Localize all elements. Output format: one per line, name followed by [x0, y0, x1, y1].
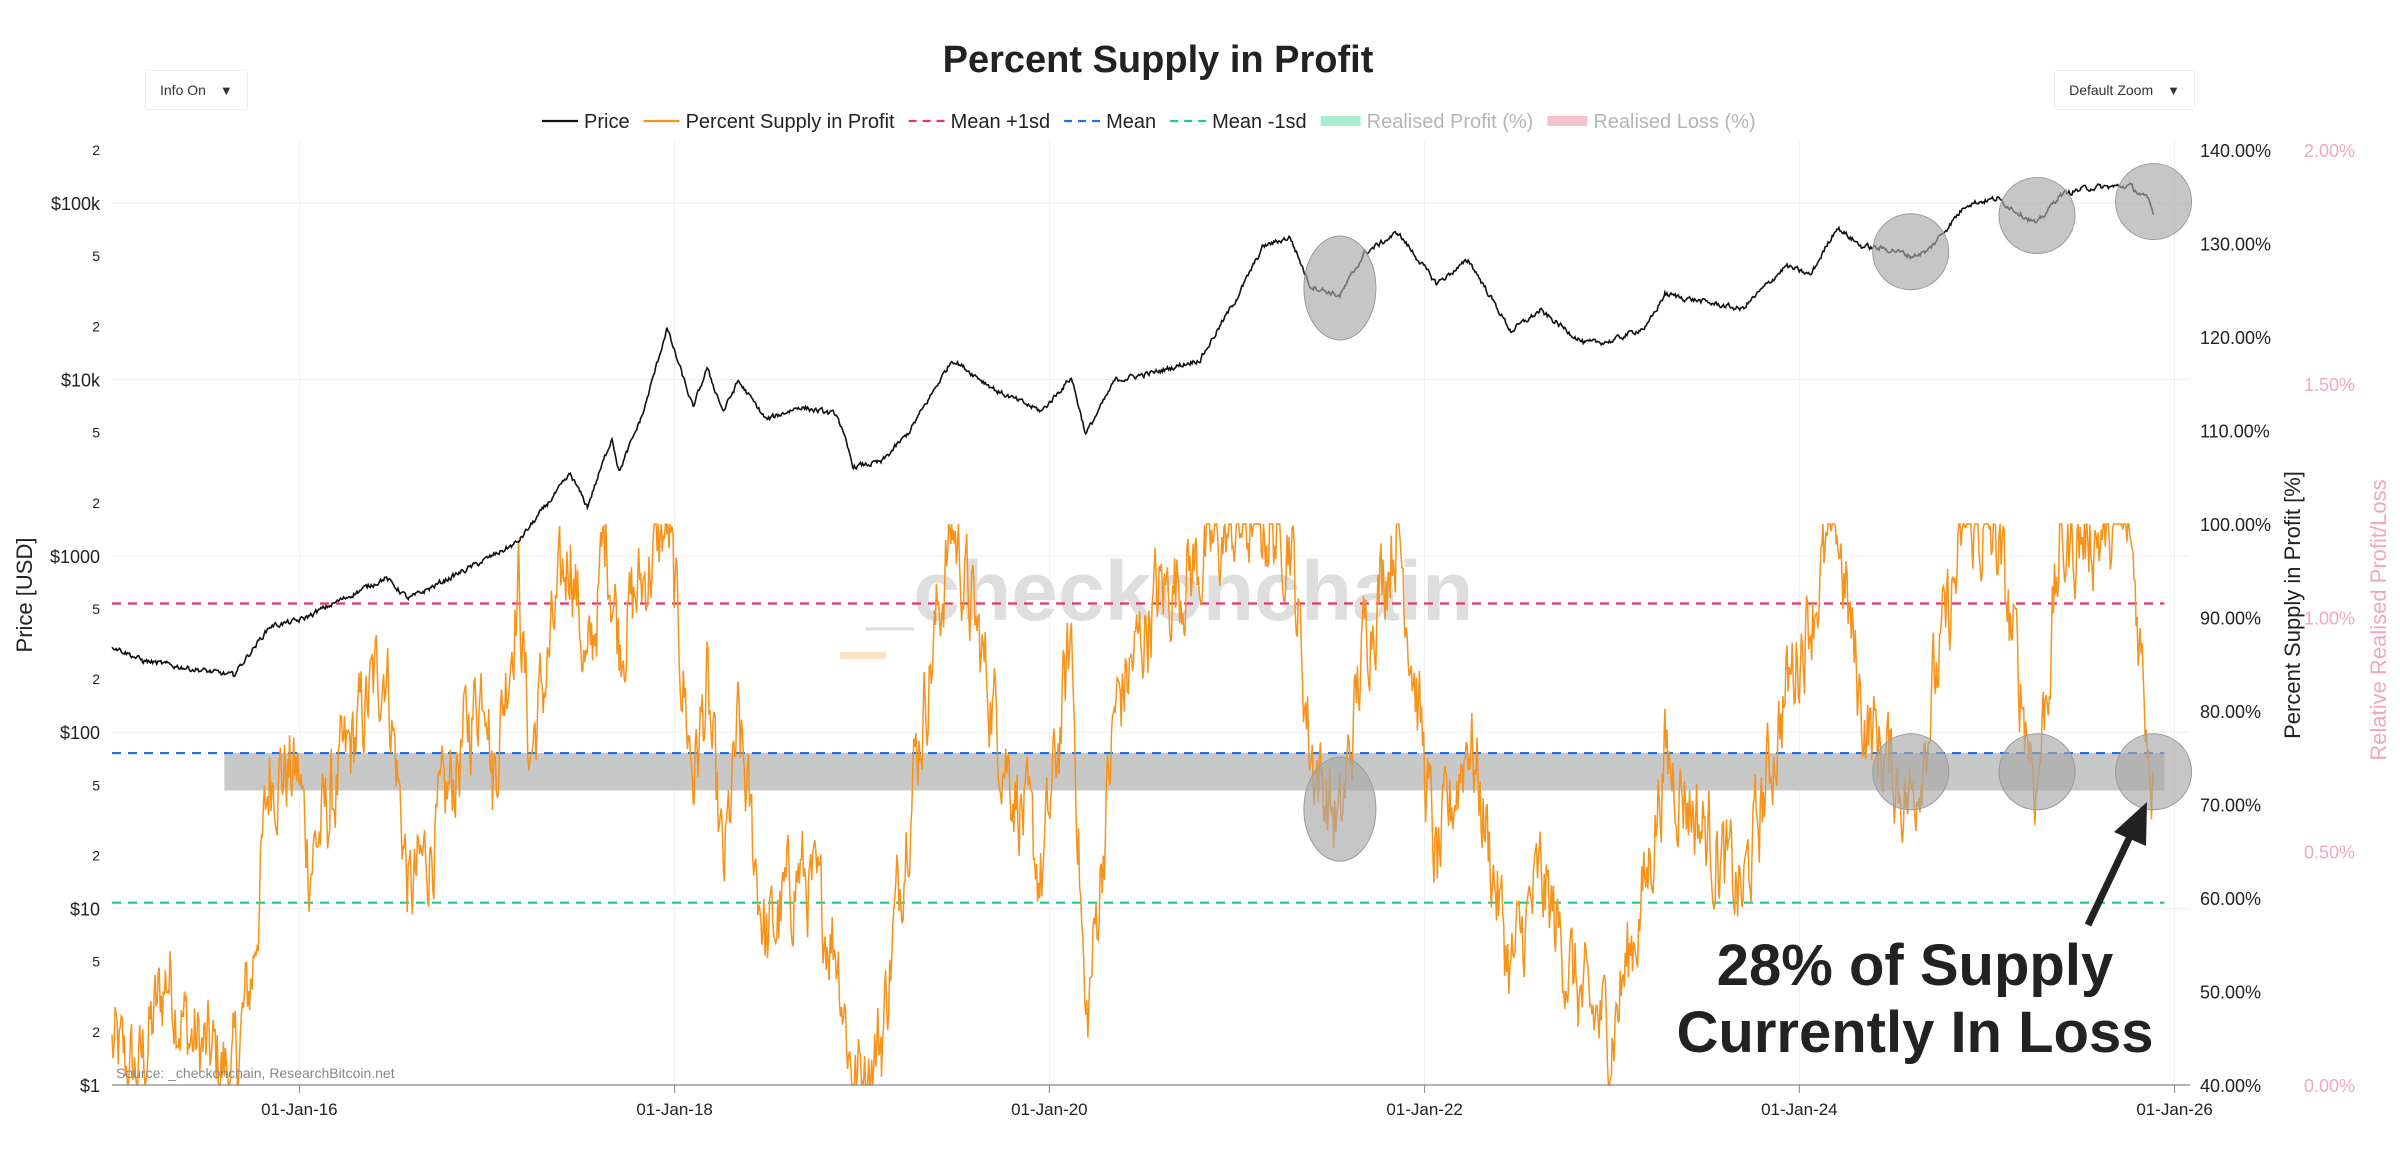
chevron-down-icon: ▼: [2167, 82, 2180, 98]
y-tick-label-right2: 1.50%: [2304, 375, 2355, 395]
y-tick-label-right: 60.00%: [2200, 889, 2261, 909]
watermark-bar: [840, 652, 886, 659]
annotation-line2: Currently In Loss: [1677, 1000, 2154, 1065]
x-tick-label: 01-Jan-22: [1386, 1100, 1463, 1119]
y-tick-label-right: 40.00%: [2200, 1076, 2261, 1096]
annotation-line1: 28% of Supply: [1717, 933, 2113, 998]
y-minor-tick-label-left: 5: [92, 248, 100, 264]
y-minor-tick-label-left: 2: [92, 1024, 100, 1040]
highlight-circles: [1303, 163, 2193, 862]
series-line-price: [111, 182, 2155, 678]
y-minor-tick-label-left: 2: [92, 318, 100, 334]
legend-label: Price: [584, 111, 630, 133]
legend-swatch: [1320, 116, 1361, 126]
y-tick-label-right: 50.00%: [2200, 983, 2261, 1003]
legend-item[interactable]: Realised Profit (%): [1320, 111, 1534, 133]
highlight-circle: [1998, 733, 2076, 811]
y-axis-title-left: Price [USD]: [12, 538, 37, 653]
y-minor-tick-label-left: 2: [92, 495, 100, 511]
y-axis-title-right2: Relative Realised Profit/Loss: [2366, 479, 2391, 760]
x-tick-label: 01-Jan-16: [261, 1100, 338, 1119]
zoom-dropdown[interactable]: Default Zoom ▼: [2054, 70, 2195, 110]
legend-item[interactable]: Price: [542, 111, 630, 133]
y-minor-tick-label-left: 5: [92, 954, 100, 970]
y-minor-tick-label-left: 5: [92, 601, 100, 617]
x-tick-label: 01-Jan-20: [1011, 1100, 1088, 1119]
legend[interactable]: Price Percent Supply in Profit Mean +1sd Me…: [542, 111, 1756, 133]
y-tick-label-left: $10k: [61, 370, 101, 390]
y-minor-tick-label-left: 2: [92, 142, 100, 158]
legend-label: Percent Supply in Profit: [686, 111, 895, 133]
y-tick-label-right: 90.00%: [2200, 609, 2261, 629]
legend-item[interactable]: Mean +1sd: [908, 111, 1051, 133]
y-minor-tick-label-left: 5: [92, 425, 100, 441]
info-dropdown[interactable]: Info On ▼: [145, 70, 248, 110]
x-tick-label: 01-Jan-26: [2136, 1100, 2213, 1119]
y-tick-label-left: $100: [60, 723, 100, 743]
highlight-circle: [1872, 213, 1950, 291]
axes: 01-Jan-16 01-Jan-18 01-Jan-20 01-Jan-22 01-J…: [50, 141, 2355, 1119]
highlight-circle: [1303, 756, 1377, 862]
y-tick-label-right: 80.00%: [2200, 702, 2261, 722]
series-line-supply-in-profit: [111, 522, 2155, 1086]
legend-label: Realised Loss (%): [1593, 111, 1755, 133]
annotation-arrow-shaft: [2084, 828, 2137, 927]
x-tick-label: 01-Jan-18: [636, 1100, 713, 1119]
info-dropdown-label: Info On: [160, 82, 206, 98]
source-label: Source: _checkonchain, ResearchBitcoin.n…: [116, 1065, 395, 1081]
y-minor-tick-label-left: 5: [92, 777, 100, 793]
mean-lines: [112, 602, 2165, 904]
y-tick-label-right: 120.00%: [2200, 328, 2271, 348]
highlight-circle: [2115, 733, 2193, 811]
legend-label: Realised Profit (%): [1367, 111, 1534, 133]
y-tick-label-left: $100k: [51, 194, 101, 214]
y-tick-label-right: 100.00%: [2200, 515, 2271, 535]
zoom-dropdown-label: Default Zoom: [2069, 82, 2154, 98]
highlight-circle: [2115, 163, 2193, 241]
y-tick-label-left: $10: [70, 900, 100, 920]
chart-title: Percent Supply in Profit: [943, 39, 1374, 81]
y-tick-label-right: 70.00%: [2200, 796, 2261, 816]
y-tick-label-right2: 0.00%: [2304, 1076, 2355, 1096]
annotation-arrow-head: [2114, 802, 2147, 846]
y-tick-label-left: $1000: [50, 547, 100, 567]
y-tick-label-right2: 0.50%: [2304, 842, 2355, 862]
y-minor-tick-label-left: 2: [92, 671, 100, 687]
highlight-circle: [1998, 177, 2076, 255]
annotation: 28% of Supply Currently In Loss: [1677, 802, 2154, 1065]
legend-item[interactable]: Mean -1sd: [1170, 111, 1307, 133]
y-tick-label-right: 130.00%: [2200, 235, 2271, 255]
y-tick-label-right2: 2.00%: [2304, 141, 2355, 161]
chevron-down-icon: ▼: [219, 82, 233, 98]
legend-item[interactable]: Realised Loss (%): [1547, 111, 1756, 133]
legend-item[interactable]: Mean: [1064, 111, 1156, 133]
y-minor-tick-label-left: 2: [92, 848, 100, 864]
highlight-circle: [1872, 733, 1950, 811]
legend-label: Mean +1sd: [951, 111, 1051, 133]
legend-label: Mean -1sd: [1212, 111, 1307, 133]
y-tick-label-left: $1: [80, 1076, 100, 1096]
y-tick-label-right2: 1.00%: [2304, 609, 2355, 629]
y-tick-label-right: 110.00%: [2200, 422, 2270, 442]
y-tick-label-right: 140.00%: [2200, 141, 2271, 161]
y-axis-title-right: Percent Supply in Profit [%]: [2280, 471, 2305, 739]
highlight-circle: [1303, 235, 1377, 341]
legend-label: Mean: [1106, 111, 1156, 133]
legend-item[interactable]: Percent Supply in Profit: [643, 111, 895, 133]
mean-band: [224, 753, 2165, 791]
legend-swatch: [1547, 116, 1588, 126]
x-tick-label: 01-Jan-24: [1761, 1100, 1838, 1119]
